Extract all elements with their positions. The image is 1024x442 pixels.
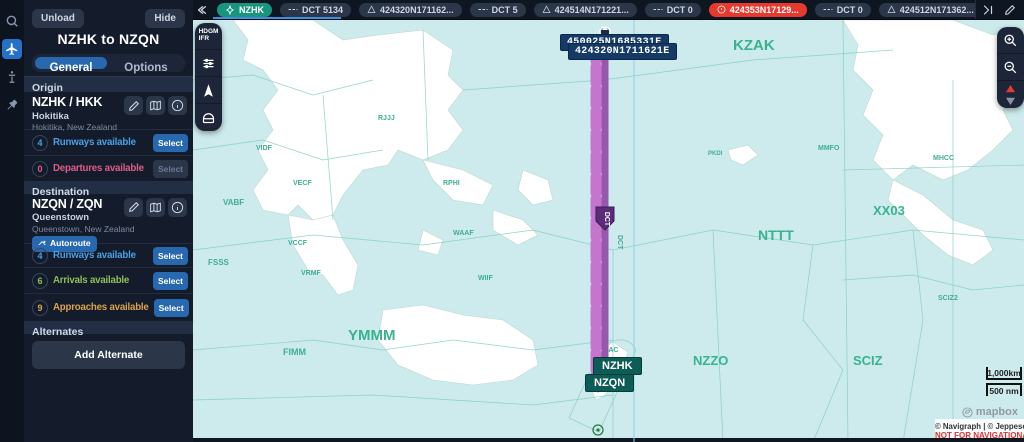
- svg-text:DCT: DCT: [603, 212, 610, 227]
